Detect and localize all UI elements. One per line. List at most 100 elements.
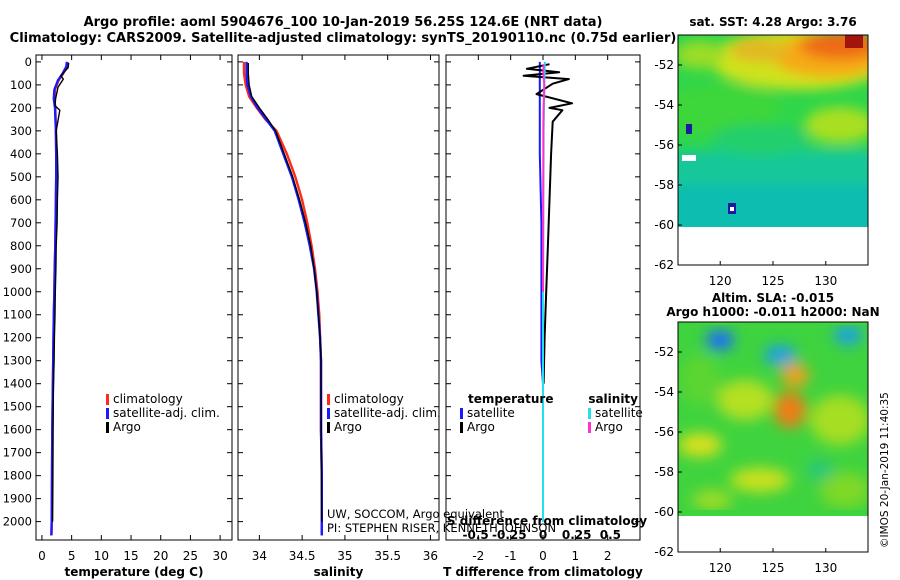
difference-xtick-label: 0	[539, 549, 547, 563]
depth-tick-label: 0	[25, 55, 32, 69]
imos-watermark: ©IMOS 20-Jan-2019 11:40:35	[879, 392, 891, 548]
sla-map-subtitle: Argo h1000: -0.011 h2000: NaN	[666, 305, 879, 319]
depth-tick-label: 400	[10, 147, 32, 161]
sst_map-ytick-label: -56	[654, 138, 674, 152]
difference-series-t-argo	[522, 63, 574, 384]
sst_map-ytick-label: -60	[654, 218, 674, 232]
difference-legend-salinity-swatch	[588, 408, 591, 419]
sla-map-axes: 120 125 130 -52 -54 -56 -58 -60 -62	[654, 345, 837, 575]
salinity-xtick-label: 34.5	[289, 549, 316, 563]
salinity-xlabel: salinity	[314, 565, 364, 579]
depth-tick-label: 200	[10, 101, 32, 115]
sst-map-title: sat. SST: 4.28 Argo: 3.76	[689, 15, 856, 29]
difference-legend-salinity-label: satellite	[595, 406, 643, 420]
temperature-legend-label: satellite-adj. clim.	[113, 406, 220, 420]
temperature-legend-swatch	[106, 422, 109, 433]
salinity-legend-swatch	[327, 394, 330, 405]
sla_map-ytick-label: -60	[654, 505, 674, 519]
credit-line1: UW, SOCCOM, Argo equivalent	[327, 507, 504, 521]
salinity-legend-swatch	[327, 422, 330, 433]
figure-title-line1: Argo profile: aoml 5904676_100 10-Jan-20…	[84, 15, 603, 30]
salinity-xtick-label: 35	[337, 549, 352, 563]
temperature-legend-swatch	[106, 394, 109, 405]
sla-map-title: Altim. SLA: -0.015	[712, 291, 834, 305]
difference-secondary-xtick-label: -0.5	[463, 528, 489, 542]
temperature-legend-label: Argo	[113, 420, 141, 434]
temperature-xtick-label: 20	[153, 549, 168, 563]
sla_map-ytick-label: -54	[654, 385, 674, 399]
depth-tick-label: 1600	[3, 423, 32, 437]
sla_map-xtick-label: 125	[762, 561, 785, 575]
depth-tick-label: 1400	[3, 377, 32, 391]
temperature-xtick-label: 25	[183, 549, 198, 563]
depth-tick-label: 900	[10, 262, 32, 276]
sst_map-xtick-label: 130	[814, 274, 837, 288]
depth-tick-label: 600	[10, 193, 32, 207]
depth-tick-label: 1200	[3, 331, 32, 345]
difference-secondary-xtick-label: 0	[539, 528, 547, 542]
difference-legend-salinity-label: Argo	[595, 420, 623, 434]
sla_map-ytick-label: -58	[654, 465, 674, 479]
depth-tick-label: 500	[10, 170, 32, 184]
difference-xtick-label: -2	[472, 549, 484, 563]
sla_map-ytick-label: -52	[654, 345, 674, 359]
salinity-xtick-label: 36	[423, 549, 438, 563]
temperature-xtick-label: 5	[68, 549, 76, 563]
salinity-legend-swatch	[327, 408, 330, 419]
depth-tick-label: 800	[10, 239, 32, 253]
difference-series-s-argo	[542, 64, 546, 292]
difference-xtick-label: 1	[572, 549, 580, 563]
difference-xtick-label: -1	[505, 549, 517, 563]
salinity-series-argo	[247, 63, 323, 522]
salinity-xtick-label: 34	[252, 549, 267, 563]
sst_map-xtick-label: 120	[709, 274, 732, 288]
difference-xlabel: T difference from climatology	[443, 565, 643, 579]
sla_map-ytick-label: -56	[654, 425, 674, 439]
depth-tick-label: 1900	[3, 492, 32, 506]
temperature-legend-swatch	[106, 408, 109, 419]
temperature-plot-frame	[35, 54, 233, 541]
depth-tick-label: 1800	[3, 469, 32, 483]
depth-tick-label: 1000	[3, 285, 32, 299]
temperature-legend-label: climatology	[113, 392, 183, 406]
sla_map-xtick-label: 130	[814, 561, 837, 575]
difference-legend-temperature-label: satellite	[467, 406, 515, 420]
difference-secondary-xtick-label: -0.25	[492, 528, 527, 542]
sst-heatmap-field	[678, 35, 868, 227]
depth-tick-label: 1500	[3, 400, 32, 414]
difference-xtick-label: 2	[604, 549, 612, 563]
difference-panel: -2 -1 0 1 2 T difference from climatology S di…	[443, 54, 647, 579]
depth-tick-label: 100	[10, 78, 32, 92]
depth-tick-label: 1300	[3, 354, 32, 368]
difference-legend-temperature-title: temperature	[468, 392, 553, 406]
sst_map-ytick-label: -54	[654, 98, 674, 112]
salinity-legend-label: climatology	[334, 392, 404, 406]
credit-line2: PI: STEPHEN RISER, KENNETH JOHNSON	[327, 521, 556, 535]
temperature-panel: 0100200300400500600700800900100011001200…	[3, 54, 233, 579]
sst-heatmap	[677, 34, 869, 266]
salinity-xtick-label: 35.5	[374, 549, 401, 563]
difference-secondary-xtick-label: 0.25	[562, 528, 592, 542]
sla-heatmap	[677, 321, 869, 553]
difference-legend-salinity-swatch	[588, 422, 591, 433]
temperature-xtick-label: 0	[38, 549, 46, 563]
difference-legend-temperature-swatch	[460, 422, 463, 433]
depth-tick-label: 300	[10, 124, 32, 138]
depth-tick-label: 1700	[3, 446, 32, 460]
salinity-legend-label: satellite-adj. clim.	[334, 406, 441, 420]
temperature-xtick-label: 15	[123, 549, 138, 563]
temperature-xtick-label: 10	[94, 549, 109, 563]
sla_map-ytick-label: -62	[654, 545, 674, 559]
temperature-series-argo	[51, 62, 70, 522]
difference-legend-temperature-swatch	[460, 408, 463, 419]
sst-map-axes: 120 125 130 -52 -54 -56 -58 -60 -62	[654, 58, 837, 288]
salinity-plot-frame	[237, 54, 440, 541]
depth-tick-label: 700	[10, 216, 32, 230]
difference-legend-temperature-label: Argo	[467, 420, 495, 434]
difference-secondary-xlabel: S difference from climatology	[447, 514, 647, 528]
salinity-legend-label: Argo	[334, 420, 362, 434]
salinity-panel: 34 34.5 35 35.5 36 salinity climatologysatelli…	[237, 54, 441, 579]
sst_map-ytick-label: -52	[654, 58, 674, 72]
figure-title-line2: Climatology: CARS2009. Satellite-adjuste…	[10, 31, 677, 46]
